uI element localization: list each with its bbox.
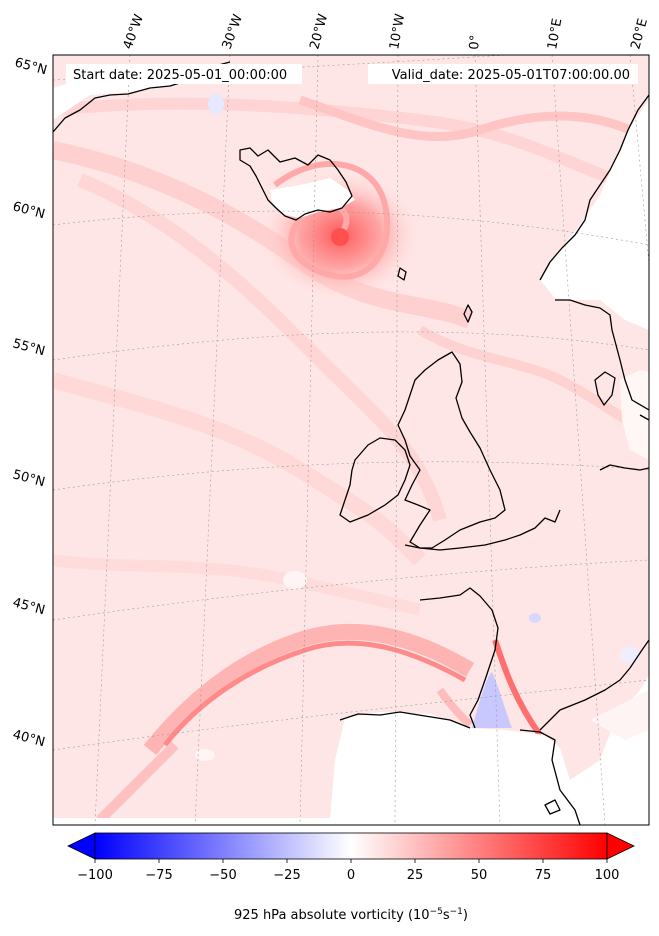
colorbar-tick-label: −25 <box>273 868 300 883</box>
vorticity-band <box>53 372 426 566</box>
vortex-core <box>331 228 349 246</box>
vorticity-band <box>53 97 643 196</box>
colorbar-ticks: −100 −75 −50 −25 0 25 50 75 100 <box>77 859 619 883</box>
lon-label-20w: 20°W <box>307 12 331 51</box>
meridian-line-0 <box>474 55 501 825</box>
vorticity-band <box>436 687 473 728</box>
vorticity-band <box>96 741 179 824</box>
negative-vorticity-patch <box>529 613 541 623</box>
lon-label-30w: 30°W <box>220 12 246 51</box>
iberia-africa-landmass <box>53 675 649 825</box>
graticule <box>53 55 649 825</box>
meridian-line-10w <box>394 55 399 825</box>
lat-label-45n: 45°N <box>11 595 47 618</box>
iberia-north-coastline <box>339 711 471 729</box>
ireland-coastline <box>339 437 411 523</box>
vorticity-band <box>298 95 649 144</box>
france-atlantic-coastline <box>419 587 499 729</box>
baltic-coastline <box>639 414 649 421</box>
norway-coastline <box>539 94 649 281</box>
shetland-coastline <box>463 304 473 323</box>
start-date-label: Start date: 2025-05-01_00:00:00 <box>73 68 287 83</box>
parallel-line-55n <box>53 331 649 361</box>
colorbar-high-extend <box>606 832 635 860</box>
colorbar-title: 925 hPa absolute vorticity (10−5s−1) <box>234 907 468 923</box>
meridian-line-10e <box>551 55 606 825</box>
vorticity-band <box>492 639 543 737</box>
iceland-coastline <box>239 147 353 221</box>
colorbar-tick-label: 75 <box>535 868 552 883</box>
colorbar-tick-label: 0 <box>347 868 355 883</box>
lon-label-0: 0° <box>467 34 483 50</box>
iberia-east-coastline <box>519 729 581 825</box>
near-zero-patch <box>195 749 215 761</box>
balearic-coastline <box>544 799 561 815</box>
denmark-coastline <box>594 371 616 406</box>
faroe-coastline <box>397 267 407 281</box>
english-channel-coastline <box>404 509 561 551</box>
vorticity-band <box>163 640 467 747</box>
sweden-coastline <box>555 299 649 411</box>
lat-label-65n: 65°N <box>13 55 49 78</box>
lat-label-40n: 40°N <box>11 727 47 750</box>
near-zero-patch <box>283 571 307 589</box>
colorbar-tick-label: 25 <box>407 868 424 883</box>
colorbar-low-extend <box>67 832 96 860</box>
lon-label-10e: 10°E <box>545 17 565 50</box>
lon-label-10w: 10°W <box>387 13 408 51</box>
iceland-landmass <box>270 178 355 218</box>
colorbar-tick-label: −100 <box>77 868 113 883</box>
start-date-box <box>66 64 302 84</box>
vorticity-band <box>53 554 422 616</box>
lat-label-50n: 50°N <box>11 467 47 490</box>
colorbar-gradient <box>94 832 608 860</box>
parallel-line-60n <box>53 210 649 246</box>
colorbar-tick-label: 100 <box>595 868 620 883</box>
scandinavia-landmass <box>540 100 649 330</box>
lat-label-60n: 60°N <box>11 199 47 222</box>
meridian-line-40w <box>94 55 131 825</box>
vorticity-band <box>143 623 475 755</box>
lat-label-55n: 55°N <box>11 336 47 359</box>
longitude-labels: 40°W 30°W 20°W 10°W 0° 10°E 20°E <box>121 12 651 51</box>
latitude-labels: 65°N 60°N 55°N 50°N 45°N 40°N <box>11 55 49 750</box>
parallel-line-50n <box>53 461 649 491</box>
lon-label-40w: 40°W <box>121 12 147 51</box>
italy-landmass <box>590 690 649 740</box>
map-frame <box>52 54 650 826</box>
negative-vorticity-patch <box>472 672 512 728</box>
colorbar-tick-label: −75 <box>145 868 172 883</box>
baltic-landmass <box>620 370 649 460</box>
germany-coastline <box>599 464 649 471</box>
map-panel <box>52 54 650 826</box>
colorbar-tick-label: −50 <box>209 868 236 883</box>
lon-label-20e: 20°E <box>628 17 651 51</box>
colorbar-tick-label: 50 <box>471 868 488 883</box>
colorbar: −100 −75 −50 −25 0 25 50 75 100 925 hPa absolute… <box>67 832 635 923</box>
mediterranean-north-coastline <box>539 639 649 731</box>
valid-date-label: Valid_date: 2025-05-01T07:00:00.00 <box>392 68 630 83</box>
negative-vorticity-patch <box>620 647 640 663</box>
meridian-line-30w <box>194 55 231 825</box>
negative-vorticity-patch <box>208 94 224 114</box>
valid-date-box <box>368 64 638 84</box>
meridian-line-20w <box>299 55 319 825</box>
